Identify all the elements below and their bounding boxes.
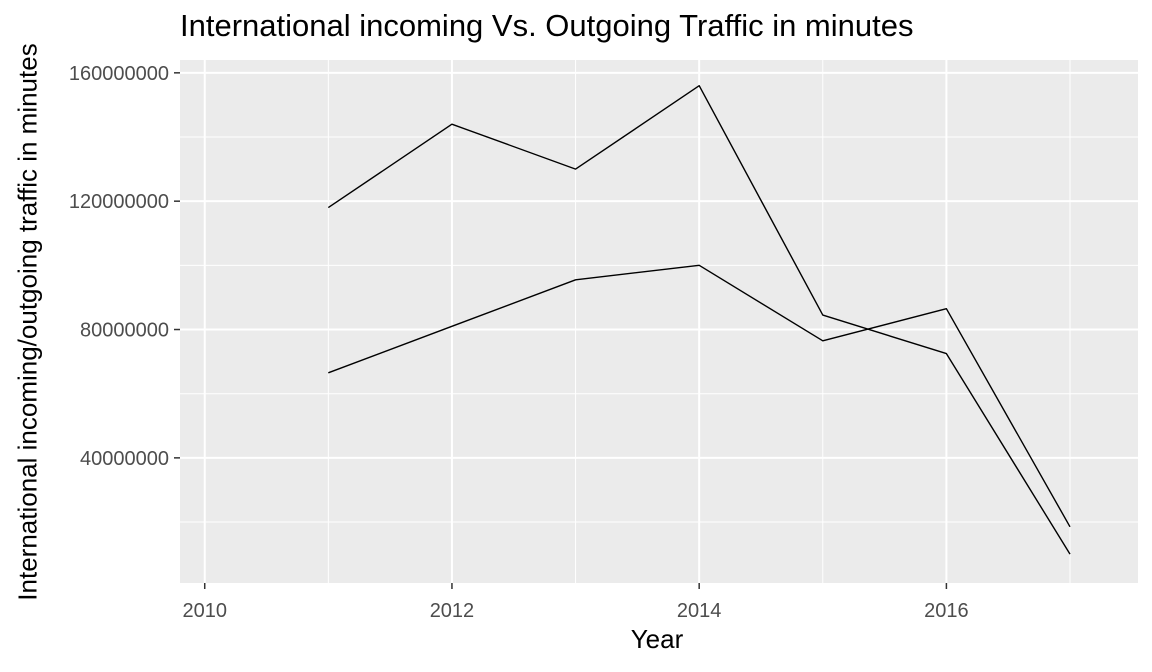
x-tick-label: 2014 — [677, 600, 722, 622]
series-line-2 — [328, 264, 1071, 528]
chart-title: International incoming Vs. Outgoing Traf… — [180, 8, 914, 43]
panel-background — [180, 60, 1138, 583]
y-tick-label: 120000000 — [69, 191, 169, 213]
x-axis-label: Year — [630, 624, 684, 654]
x-tick-label: 2012 — [430, 600, 475, 622]
y-tick-label: 160000000 — [69, 63, 169, 85]
y-tick-label: 40000000 — [80, 448, 169, 470]
y-tick-label: 80000000 — [80, 320, 169, 342]
x-tick-label: 2010 — [182, 600, 227, 622]
x-tick-label: 2016 — [924, 600, 969, 622]
series-line-1 — [327, 84, 1071, 555]
y-axis-label: International incoming/outgoing traffic … — [12, 43, 43, 601]
